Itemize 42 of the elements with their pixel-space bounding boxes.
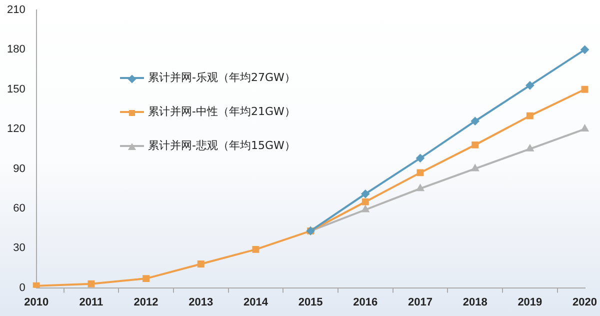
x-tick-label: 2015 xyxy=(298,296,323,308)
x-tick-label: 2020 xyxy=(572,296,598,308)
point xyxy=(580,46,589,54)
y-tick-label: 90 xyxy=(13,162,26,175)
point xyxy=(416,154,424,162)
point xyxy=(526,81,534,90)
x-tick-label: 2019 xyxy=(518,296,542,308)
legend-label: 累计并网-悲观（年均15GW） xyxy=(148,138,296,153)
x-tick-label: 2016 xyxy=(353,296,378,308)
x-tick-label: 2010 xyxy=(24,296,49,308)
legend-label: 累计并网-乐观（年均27GW） xyxy=(148,70,296,85)
x-tick-label: 2017 xyxy=(408,296,432,308)
point xyxy=(471,117,480,126)
y-tick-label: 0 xyxy=(19,282,26,294)
point xyxy=(581,125,588,132)
point xyxy=(88,280,95,288)
point xyxy=(252,246,260,253)
point xyxy=(526,112,534,120)
x-tick-label: 2012 xyxy=(134,296,158,308)
y-tick-label: 180 xyxy=(6,44,26,56)
x-tick-label: 2018 xyxy=(462,296,488,308)
point xyxy=(416,184,424,192)
y-tick-label: 60 xyxy=(13,202,26,214)
point xyxy=(362,198,369,206)
point xyxy=(32,282,40,288)
point xyxy=(361,190,370,198)
x-tick-label: 2011 xyxy=(79,296,104,308)
point xyxy=(416,169,424,176)
y-tick-label: 30 xyxy=(13,242,26,254)
x-tick-label: 2014 xyxy=(243,296,269,308)
x-tick-label: 2013 xyxy=(188,296,214,308)
y-tick-label: 150 xyxy=(6,83,26,96)
point xyxy=(581,86,588,93)
point xyxy=(142,275,150,282)
point xyxy=(471,164,479,172)
point xyxy=(362,206,369,212)
legend-label: 累计并网-中性（年均21GW） xyxy=(148,104,296,119)
point xyxy=(526,144,534,152)
y-tick-label: 210 xyxy=(6,4,26,16)
point xyxy=(472,141,479,148)
y-tick-label: 120 xyxy=(6,123,26,136)
point xyxy=(197,260,204,268)
